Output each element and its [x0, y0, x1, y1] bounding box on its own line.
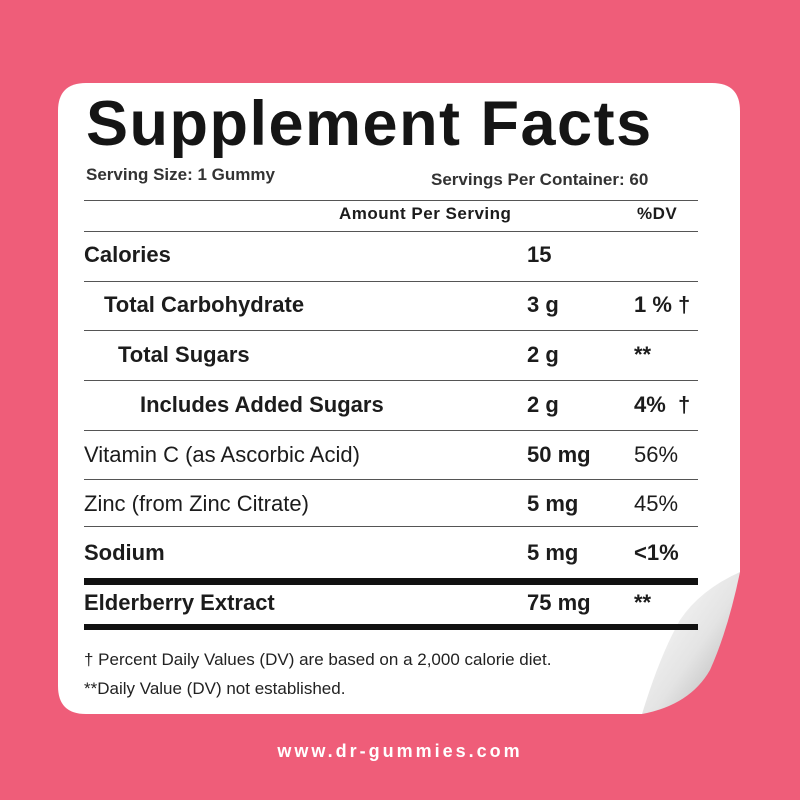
servings-per-container: Servings Per Container: 60 — [431, 170, 649, 189]
daily-value: ** — [634, 342, 652, 367]
amount: 2 g — [527, 392, 559, 417]
nutrient-name: Total Carbohydrate — [104, 292, 305, 317]
amount: 2 g — [527, 342, 559, 367]
nutrient-name: Calories — [84, 242, 171, 267]
website: www.dr-gummies.com — [277, 741, 523, 761]
daily-value: 1 % † — [634, 292, 691, 317]
rule — [84, 330, 698, 331]
daily-value: ** — [634, 590, 652, 615]
amount: 15 — [527, 242, 552, 267]
card-shape — [58, 83, 740, 714]
nutrient-name: Vitamin C (as Ascorbic Acid) — [84, 442, 360, 467]
daily-value: 4% † — [634, 392, 691, 417]
rule — [84, 624, 698, 630]
nutrient-name: Elderberry Extract — [84, 590, 275, 615]
rule — [84, 281, 698, 282]
daily-value: <1% — [634, 540, 679, 565]
nutrient-name: Total Sugars — [118, 342, 250, 367]
amount: 3 g — [527, 292, 559, 317]
rule — [84, 430, 698, 431]
rule — [84, 200, 698, 201]
amount: 5 mg — [527, 540, 579, 565]
amount: 50 mg — [527, 442, 591, 467]
header-amount: Amount Per Serving — [339, 204, 512, 223]
rule — [84, 526, 698, 527]
amount: 75 mg — [527, 590, 591, 615]
title: Supplement Facts — [86, 89, 653, 159]
daily-value: 56% — [634, 442, 679, 467]
footnote: **Daily Value (DV) not established. — [84, 679, 346, 698]
rule — [84, 380, 698, 381]
footnote: † Percent Daily Values (DV) are based on… — [84, 650, 552, 669]
daily-value: 45% — [634, 491, 679, 516]
serving-size: Serving Size: 1 Gummy — [86, 165, 275, 184]
amount: 5 mg — [527, 491, 579, 516]
page-curl — [642, 572, 740, 714]
header-dv: %DV — [637, 204, 678, 223]
rule — [84, 479, 698, 480]
nutrient-name: Zinc (from Zinc Citrate) — [84, 491, 309, 516]
rule — [84, 231, 698, 232]
rule — [84, 578, 698, 585]
nutrient-name: Sodium — [84, 540, 165, 565]
nutrient-name: Includes Added Sugars — [140, 392, 384, 417]
